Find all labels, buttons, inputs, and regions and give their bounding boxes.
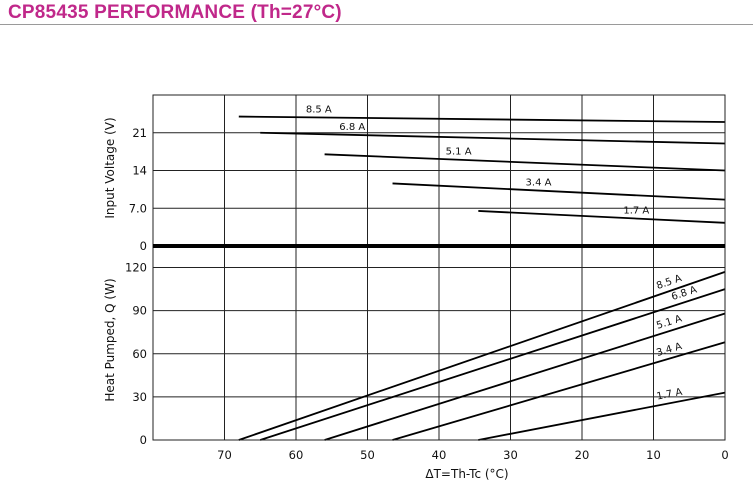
voltage-axis-label: Input Voltage (V) xyxy=(103,117,117,218)
voltage-series-line xyxy=(238,115,726,123)
voltage-series-line xyxy=(260,131,726,145)
voltage-series-label: 6.8 A xyxy=(339,122,365,133)
x-tick-label: 50 xyxy=(360,448,375,462)
heat-series-label: 6.8 A xyxy=(670,284,698,303)
x-tick-label: 30 xyxy=(503,448,518,462)
voltage-series-line xyxy=(392,182,726,201)
heat-y-tick-label: 60 xyxy=(132,347,147,361)
heat-y-tick-label: 0 xyxy=(140,433,147,447)
voltage-y-tick-label: 21 xyxy=(132,126,147,140)
heat-axis-label: Heat Pumped, Q (W) xyxy=(103,278,117,401)
heat-y-tick-label: 30 xyxy=(132,390,147,404)
x-tick-label: 60 xyxy=(289,448,304,462)
heat-series-line xyxy=(324,312,726,441)
heat-y-tick-label: 90 xyxy=(132,304,147,318)
voltage-series-line xyxy=(478,210,726,224)
x-tick-label: 40 xyxy=(432,448,447,462)
heat-series-label: 1.7 A xyxy=(656,387,684,403)
x-tick-label: 70 xyxy=(217,448,232,462)
x-axis-label: ΔT=Th-Tc (°C) xyxy=(425,467,508,481)
heat-series-line xyxy=(478,391,726,441)
page-title: CP85435 PERFORMANCE (Th=27°C) xyxy=(8,2,342,23)
voltage-y-tick-label: 0 xyxy=(140,239,147,253)
heat-series-line xyxy=(259,288,726,441)
x-tick-label: 10 xyxy=(646,448,661,462)
voltage-series-label: 3.4 A xyxy=(526,178,552,189)
x-tick-label: 20 xyxy=(575,448,590,462)
voltage-series-label: 8.5 A xyxy=(306,104,332,115)
voltage-series-label: 1.7 A xyxy=(623,206,649,217)
voltage-series-label: 5.1 A xyxy=(446,147,472,158)
voltage-series-line xyxy=(324,153,726,172)
heat-series-line xyxy=(238,271,726,441)
heat-series-line xyxy=(392,341,726,441)
plot-frame xyxy=(152,94,726,441)
x-tick-label: 0 xyxy=(721,448,728,462)
voltage-y-tick-label: 14 xyxy=(132,164,147,178)
title-divider xyxy=(0,24,753,25)
voltage-y-tick-label: 7.0 xyxy=(129,201,147,215)
heat-y-tick-label: 120 xyxy=(125,261,147,275)
